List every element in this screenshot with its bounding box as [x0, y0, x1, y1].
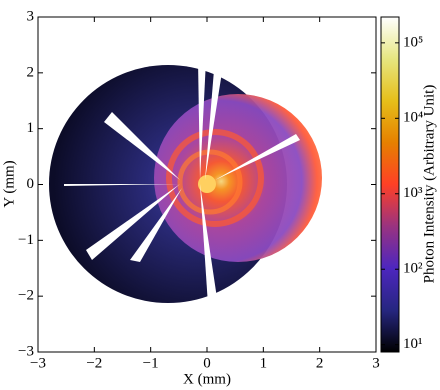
intensity-image [49, 60, 322, 305]
y-tick-label: −3 [18, 343, 34, 359]
y-tick-label: −1 [18, 232, 34, 248]
colorbar [381, 17, 399, 352]
x-tick-label: 0 [203, 355, 211, 371]
x-tick-label: −2 [86, 355, 102, 371]
x-tick-label: −1 [143, 355, 159, 371]
y-tick-label: 3 [27, 8, 35, 24]
x-axis-label: X (mm) [183, 371, 231, 387]
x-tick-label: 1 [260, 355, 268, 371]
colorbar-tick-label: 10¹ [403, 336, 423, 352]
y-tick-label: −2 [18, 288, 34, 304]
x-tick-label: −3 [30, 355, 46, 371]
y-tick-label: 2 [27, 64, 35, 80]
colorbar-tick-label: 10⁵ [403, 34, 423, 50]
colorbar-frame [380, 16, 400, 353]
y-tick-label: 1 [27, 120, 35, 136]
x-tick-label: 3 [372, 355, 380, 371]
x-tick-label: 2 [316, 355, 324, 371]
colorbar-tick-label: 10⁴ [403, 110, 423, 126]
colorbar-tick-label: 10³ [403, 185, 423, 201]
y-tick-label: 0 [27, 176, 35, 192]
colorbar-tick-label: 10² [403, 261, 423, 277]
y-axis-label: Y (mm) [1, 160, 17, 207]
colorbar-label: Photon Intensity (Arbitrary Unit) [421, 85, 437, 284]
